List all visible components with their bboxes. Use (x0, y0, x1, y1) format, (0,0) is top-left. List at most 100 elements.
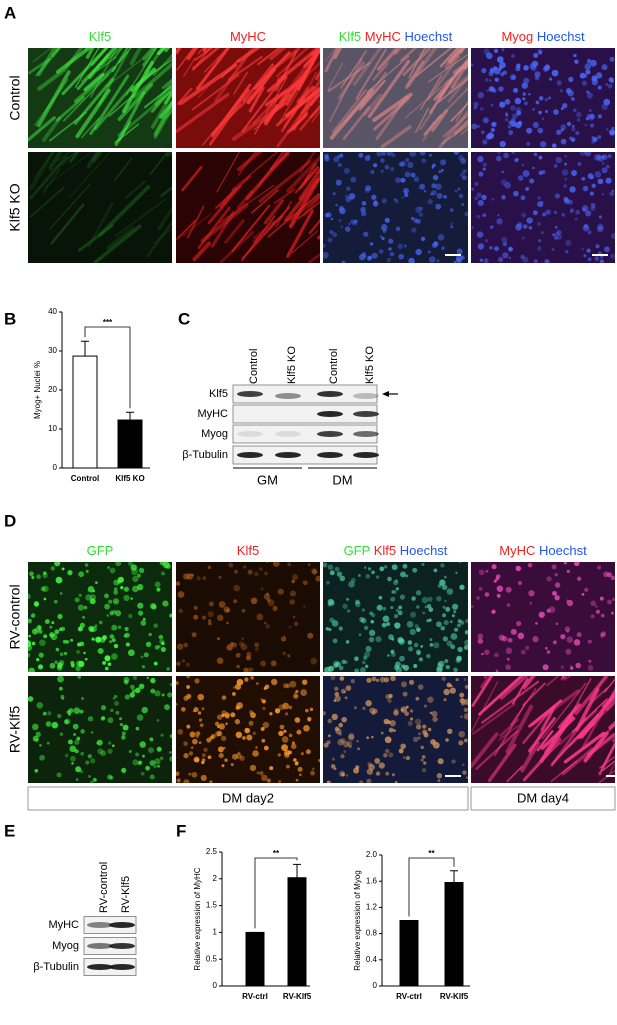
texture-fiber (49, 111, 87, 142)
texture-fiber (281, 96, 306, 133)
texture-cell (497, 256, 504, 263)
y-tick-label: 0 (53, 463, 58, 472)
texture-cell (526, 141, 531, 146)
texture-cell (529, 178, 535, 184)
texture-cell (109, 567, 116, 574)
texture-cell (42, 585, 49, 593)
texture-cell (429, 643, 434, 647)
texture-fiber (122, 60, 155, 114)
texture-fiber (329, 58, 363, 123)
texture-cell (587, 230, 592, 235)
texture-cell (303, 605, 306, 608)
micrograph (28, 562, 172, 672)
texture-cell (419, 152, 426, 156)
protein-label: Myog (52, 940, 79, 952)
texture-cell (420, 645, 424, 648)
texture-cell (366, 736, 370, 740)
texture-cell (428, 618, 432, 622)
condition-label: DM day2 (222, 790, 274, 805)
texture-cell (393, 580, 399, 586)
texture-cell (421, 755, 426, 759)
texture-cell (208, 619, 212, 623)
texture-cell (335, 203, 339, 207)
texture-cell (345, 774, 349, 777)
texture (176, 676, 320, 783)
texture-fiber (579, 691, 615, 739)
texture-cell (177, 591, 185, 598)
texture-cell (375, 678, 380, 682)
texture-cell (422, 611, 426, 615)
texture-fiber (337, 61, 365, 100)
texture-cell (581, 80, 587, 86)
texture-cell (197, 711, 202, 715)
texture-cell (78, 593, 82, 597)
texture-cell (395, 666, 403, 672)
texture-cell (555, 231, 560, 236)
texture-cell (607, 599, 612, 605)
texture-cell (427, 250, 431, 254)
texture-fiber (298, 166, 320, 201)
texture-fiber (286, 154, 320, 193)
texture-cell (398, 748, 404, 754)
texture-fiber (275, 48, 309, 78)
texture-fiber (269, 48, 287, 60)
texture-cell (352, 220, 358, 226)
texture-cell (458, 193, 464, 199)
header-part: Myog (501, 29, 533, 44)
texture-cell (528, 226, 533, 230)
texture-cell (156, 718, 160, 722)
texture-cell (585, 210, 592, 217)
texture-cell (505, 113, 509, 117)
texture-cell (183, 741, 188, 747)
texture-cell (111, 744, 115, 748)
texture-cell (581, 592, 585, 596)
texture-fiber (437, 87, 468, 120)
texture-cell (216, 714, 223, 720)
lane-label: Control (328, 349, 340, 384)
texture-cell (119, 722, 124, 727)
texture-fiber (36, 70, 71, 128)
texture-cell (549, 77, 553, 81)
texture-cell (372, 201, 379, 207)
texture-cell (599, 633, 605, 638)
texture-cell (450, 620, 453, 623)
texture-cell (538, 155, 543, 160)
texture-cell (358, 574, 361, 577)
texture-cell (399, 655, 405, 662)
texture-fiber (342, 106, 371, 141)
y-tick-label: 2.0 (366, 850, 378, 859)
texture-cell (566, 599, 574, 607)
texture-cell (428, 607, 434, 612)
texture-cell (34, 768, 39, 773)
texture-cell (67, 739, 73, 745)
texture-cell (203, 747, 208, 753)
texture-cell (414, 624, 419, 629)
texture-cell (385, 621, 391, 627)
texture-cell (532, 636, 539, 643)
texture-cell (236, 678, 244, 686)
texture-fiber (276, 94, 316, 148)
texture-cell (255, 746, 258, 749)
texture-cell (374, 758, 381, 764)
texture-cell (75, 665, 81, 672)
texture-cell (453, 667, 458, 672)
texture-cell (121, 731, 126, 736)
texture-fiber (192, 241, 211, 262)
texture-cell (371, 570, 375, 575)
texture-cell (432, 716, 438, 723)
texture-cell (343, 750, 347, 754)
texture-cell (437, 779, 441, 783)
texture-cell (529, 62, 537, 70)
texture-cell (538, 110, 542, 115)
texture-cell (545, 110, 548, 113)
texture-cell (586, 92, 593, 99)
texture-cell (131, 689, 136, 694)
condition-box (470, 786, 616, 811)
texture-fiber (106, 226, 136, 250)
texture-fiber (302, 193, 320, 217)
texture-cell (254, 642, 260, 648)
group-label: GM (257, 472, 278, 487)
texture-cell (121, 767, 127, 774)
texture-cell (494, 77, 500, 82)
texture-cell (440, 563, 445, 568)
